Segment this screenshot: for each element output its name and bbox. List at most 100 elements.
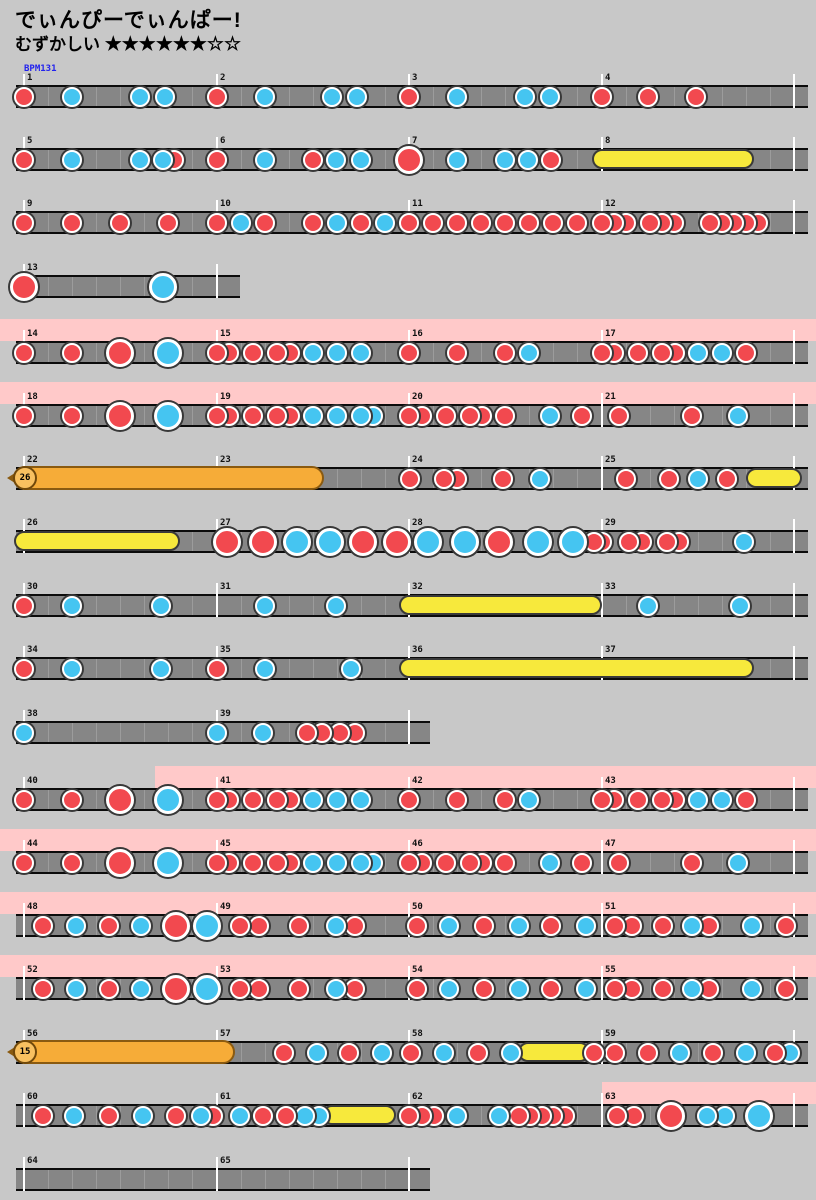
big-ka-note [154,339,183,367]
big-don-note [106,339,135,367]
ka-note [728,406,749,426]
big-ka-note [192,975,221,1003]
ka-note [254,659,275,679]
ka-note [439,916,460,936]
cell-line [650,916,651,935]
measure-line [793,840,795,874]
measure-number: 56 [27,1029,38,1039]
don-note [735,790,756,810]
measure-line [793,583,795,617]
measure-line [793,137,795,171]
cell-line [505,87,506,106]
cell-line [529,916,530,935]
ka-note [350,853,371,873]
measure-line [601,1093,603,1127]
don-note [406,916,427,936]
big-don-note [213,528,242,556]
cell-line [265,790,266,809]
ka-note [501,1043,522,1063]
measure-number: 17 [605,329,616,339]
cell-line [385,469,386,488]
measure-number: 38 [27,709,38,719]
don-note [350,213,371,233]
gogo-band [154,766,816,788]
cell-line [192,723,193,742]
cell-line [48,853,49,872]
don-note [400,1043,421,1063]
cell-line [96,659,97,678]
measure-number: 31 [220,582,231,592]
measure-number: 63 [605,1092,616,1102]
don-note [495,213,516,233]
don-note [637,1043,658,1063]
measure-line [216,264,218,298]
ka-note [252,723,273,743]
don-note [591,790,612,810]
don-note [243,853,264,873]
don-note [495,406,516,426]
measure-number: 62 [412,1092,423,1102]
ka-note [302,853,323,873]
cell-line [385,790,386,809]
measure-number: 61 [220,1092,231,1102]
cell-line [481,87,482,106]
ka-note [150,596,171,616]
cell-line [722,406,723,425]
measure-number: 16 [412,329,423,339]
don-note [615,469,636,489]
don-note [591,343,612,363]
don-note [33,916,54,936]
don-note [98,979,119,999]
measure-line [601,456,603,490]
don-note [14,150,34,170]
cell-line [722,87,723,106]
don-note [604,916,625,936]
measure-number: 52 [27,965,38,975]
don-note [653,979,674,999]
measure-number: 55 [605,965,616,975]
cell-line [770,979,771,998]
cell-line [96,916,97,935]
cell-line [241,1043,242,1062]
cell-line [241,659,242,678]
cell-line [385,150,386,169]
don-note [474,916,495,936]
ka-note [714,1106,735,1126]
don-note [62,343,83,363]
ka-note [152,150,173,170]
cell-line [770,213,771,232]
bpm-label: BPM131 [24,64,57,74]
ka-note [206,723,227,743]
measure-number: 65 [220,1156,231,1166]
ka-note [62,596,83,616]
ka-note [131,979,152,999]
ka-note [519,790,540,810]
don-note [399,469,420,489]
don-note [267,790,288,810]
cell-line [48,1170,49,1189]
ka-note [741,916,762,936]
gogo-band [601,1082,816,1104]
ka-note [687,469,708,489]
ka-note [374,213,395,233]
cell-line [361,659,362,678]
cell-line [577,790,578,809]
don-note [229,979,250,999]
measure-number: 40 [27,776,38,786]
don-note [289,916,310,936]
ka-note [350,790,371,810]
cell-line [770,916,771,935]
cell-line [192,1170,193,1189]
measure-number: 50 [412,902,423,912]
don-note [267,343,288,363]
cell-line [674,853,675,872]
cell-line [96,1106,97,1125]
don-note [776,916,797,936]
ka-note [539,853,560,873]
big-don-note [162,912,191,940]
don-note [735,343,756,363]
don-note [572,406,593,426]
measure-line [216,583,218,617]
don-note [275,1106,296,1126]
ka-note [254,150,275,170]
